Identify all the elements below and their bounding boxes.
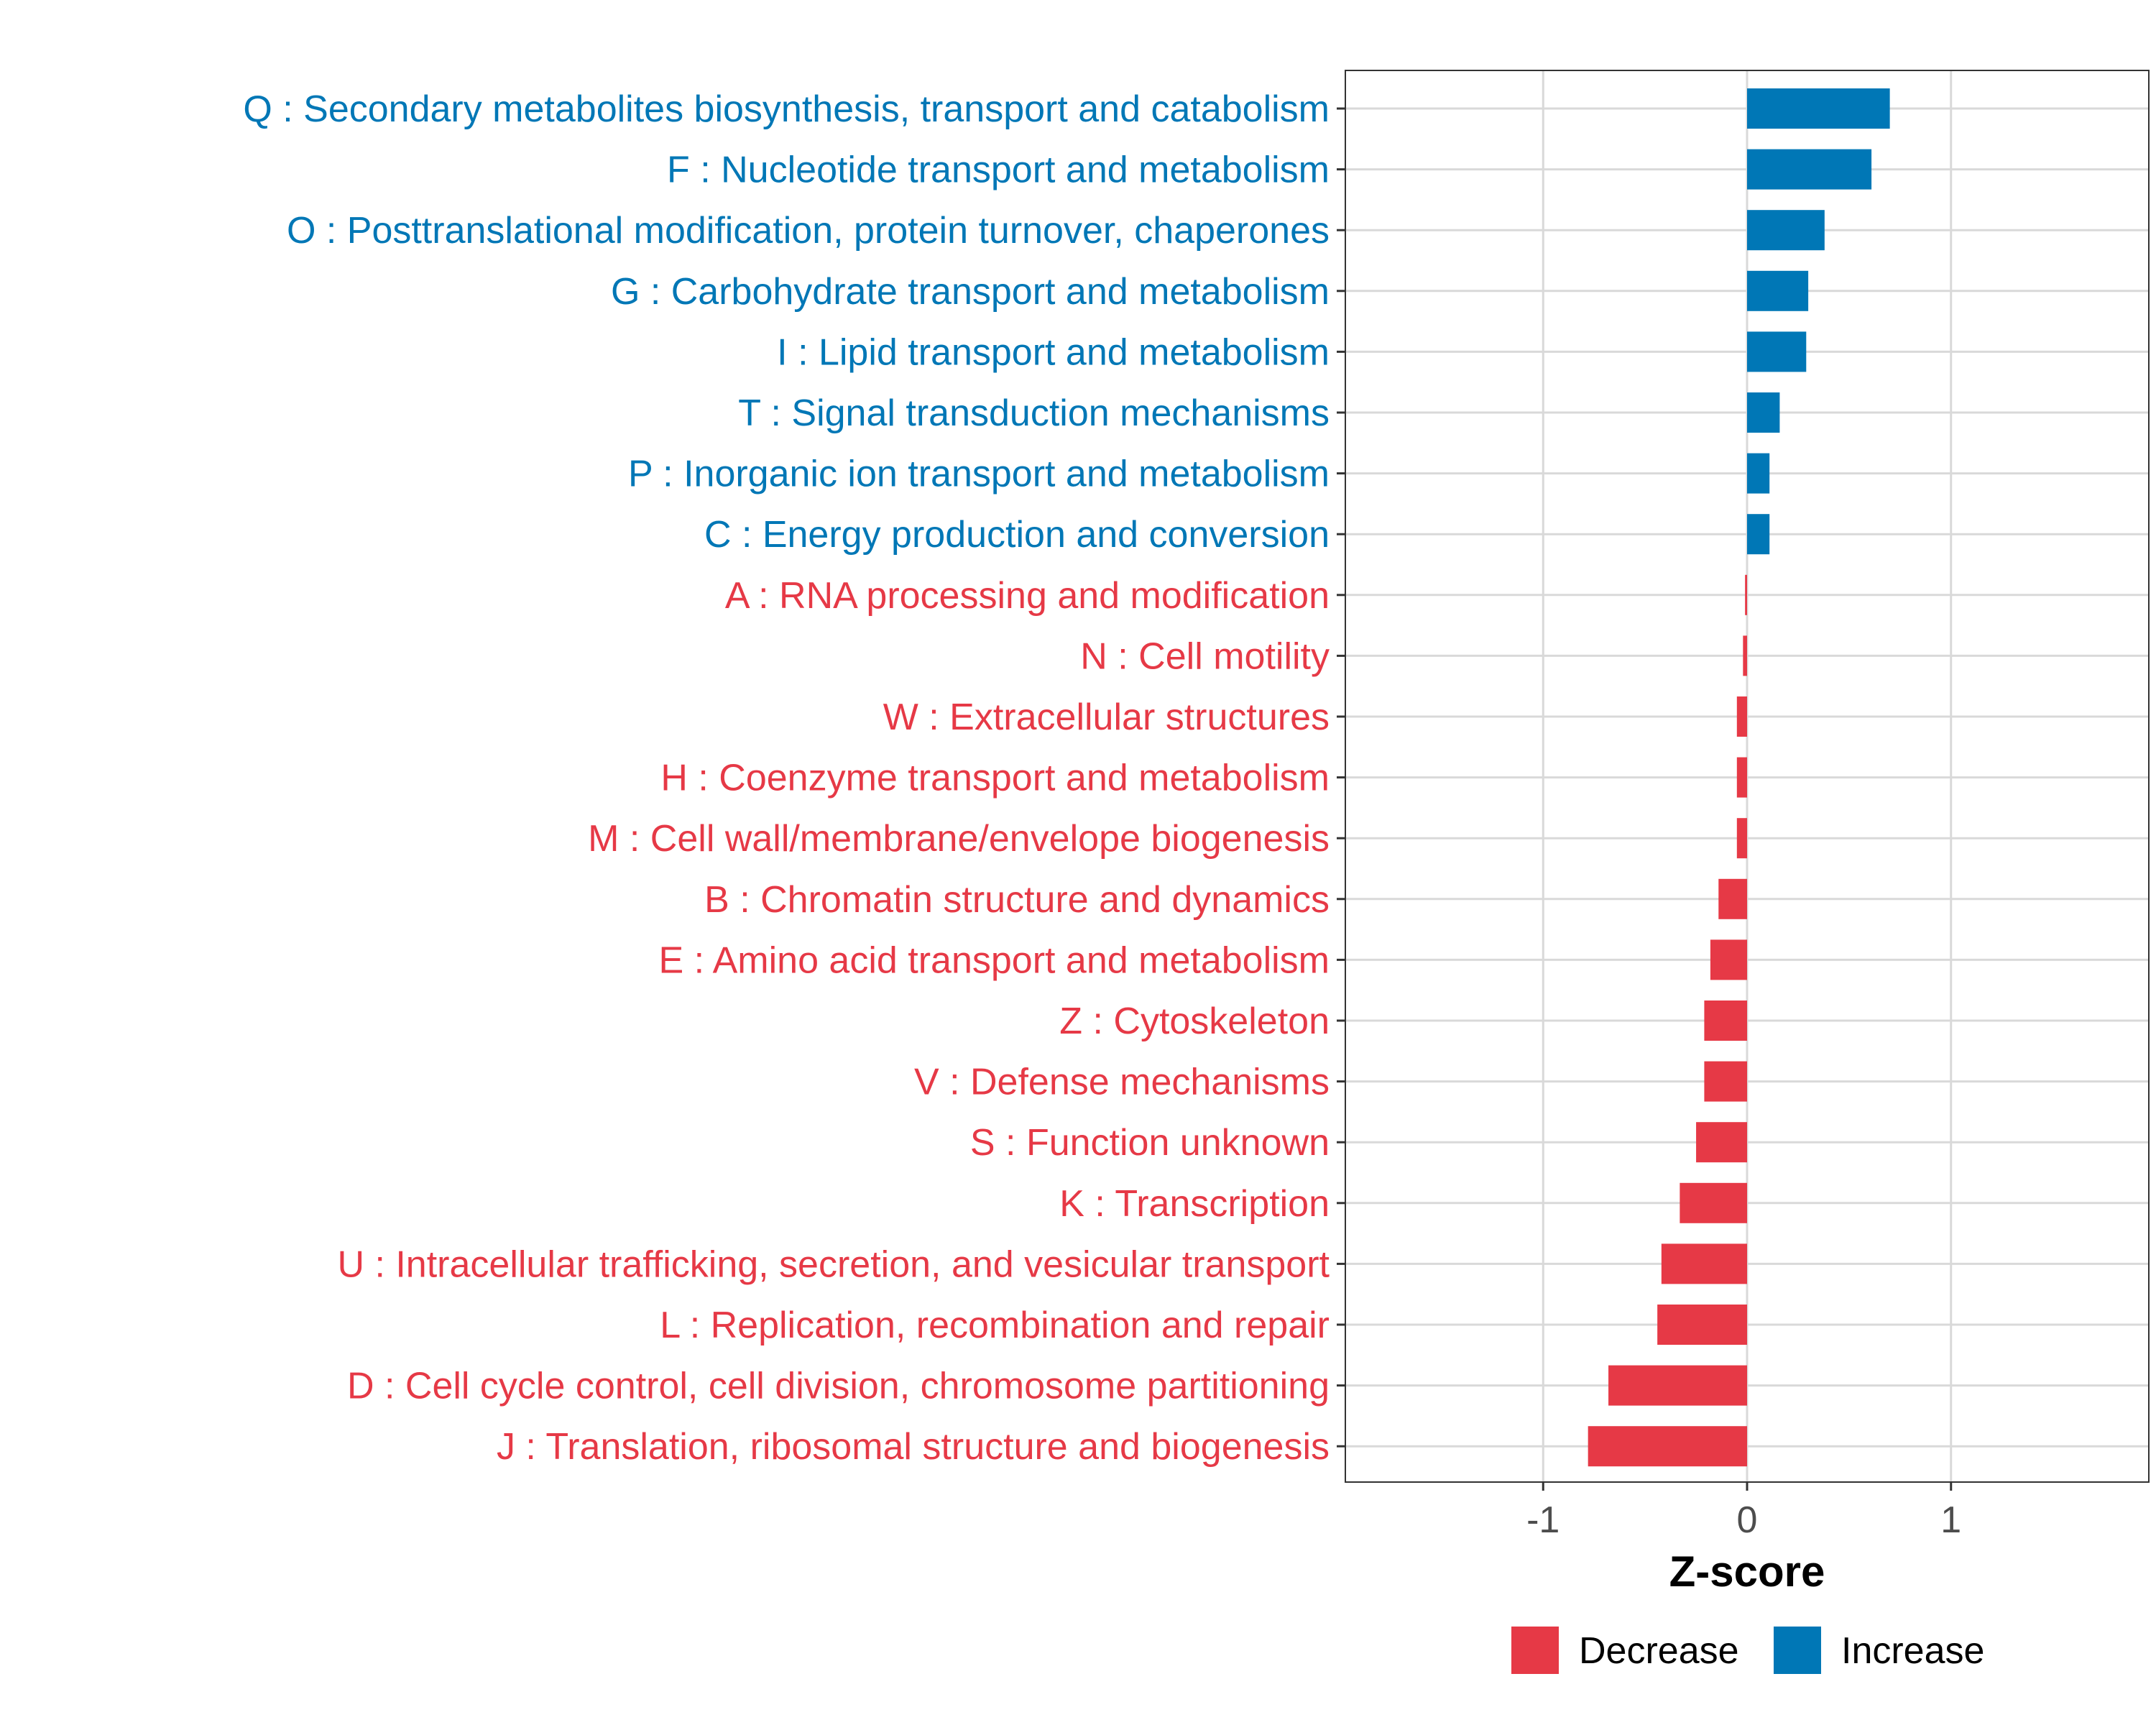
bar (1588, 1426, 1747, 1467)
x-axis-ticks: -1 0 1 (1526, 1482, 1961, 1541)
category-label: G : Carbohydrate transport and metabolis… (611, 271, 1330, 313)
category-label: Z : Cytoskeleton (1059, 1000, 1330, 1042)
category-label: A : RNA processing and modification (725, 575, 1330, 617)
bar (1747, 453, 1770, 494)
category-label: V : Defense mechanisms (914, 1062, 1330, 1103)
category-label: S : Function unknown (970, 1122, 1330, 1164)
bar (1747, 88, 1890, 129)
bar (1704, 1000, 1747, 1041)
bar (1747, 514, 1770, 555)
category-label: D : Cell cycle control, cell division, c… (347, 1366, 1330, 1407)
bar (1736, 757, 1747, 798)
bar (1710, 939, 1747, 980)
x-tick-label: 1 (1940, 1499, 1961, 1541)
legend-key (1774, 1627, 1821, 1674)
bar (1747, 149, 1872, 190)
bar (1745, 574, 1747, 615)
category-label: O : Posttranslational modification, prot… (287, 210, 1330, 252)
bar (1696, 1122, 1747, 1163)
bar (1747, 331, 1807, 372)
category-label: L : Replication, recombination and repai… (660, 1305, 1330, 1346)
category-label: I : Lipid transport and metabolism (777, 331, 1330, 373)
category-label: Q : Secondary metabolites biosynthesis, … (243, 88, 1330, 130)
x-axis-title: Z-score (1669, 1547, 1825, 1596)
category-label: N : Cell motility (1080, 635, 1330, 677)
legend-label: Increase (1841, 1630, 1984, 1672)
bar (1608, 1365, 1747, 1406)
legend-label: Decrease (1579, 1630, 1739, 1672)
bar (1747, 270, 1809, 311)
bar (1657, 1305, 1747, 1345)
category-label: U : Intracellular trafficking, secretion… (337, 1243, 1330, 1285)
category-label: T : Signal transduction mechanisms (738, 392, 1330, 434)
bar (1747, 392, 1780, 433)
category-label: C : Energy production and conversion (704, 514, 1330, 556)
category-label: H : Coenzyme transport and metabolism (660, 758, 1330, 799)
category-label: P : Inorganic ion transport and metaboli… (628, 454, 1330, 495)
x-tick-label: 0 (1737, 1499, 1758, 1541)
bar (1736, 818, 1747, 859)
legend-key (1511, 1627, 1559, 1674)
bar (1718, 878, 1747, 919)
category-label: M : Cell wall/membrane/envelope biogenes… (588, 818, 1330, 860)
category-label: J : Translation, ribosomal structure and… (497, 1426, 1330, 1468)
bar (1680, 1182, 1747, 1223)
legend: Decrease Increase (1511, 1627, 1984, 1674)
category-label: B : Chromatin structure and dynamics (704, 879, 1330, 921)
category-label: F : Nucleotide transport and metabolism (667, 150, 1330, 191)
bar (1743, 635, 1747, 676)
category-labels: Q : Secondary metabolites biosynthesis, … (243, 88, 1330, 1468)
y-axis-ticks (1337, 107, 1345, 1448)
category-label: W : Extracellular structures (883, 696, 1330, 738)
category-label: E : Amino acid transport and metabolism (658, 939, 1330, 981)
category-label: K : Transcription (1059, 1183, 1330, 1225)
x-tick-label: -1 (1526, 1499, 1560, 1541)
bar (1704, 1061, 1747, 1102)
bar (1736, 696, 1747, 737)
bar (1747, 210, 1825, 251)
bar (1661, 1243, 1747, 1284)
bars (1588, 88, 1890, 1467)
